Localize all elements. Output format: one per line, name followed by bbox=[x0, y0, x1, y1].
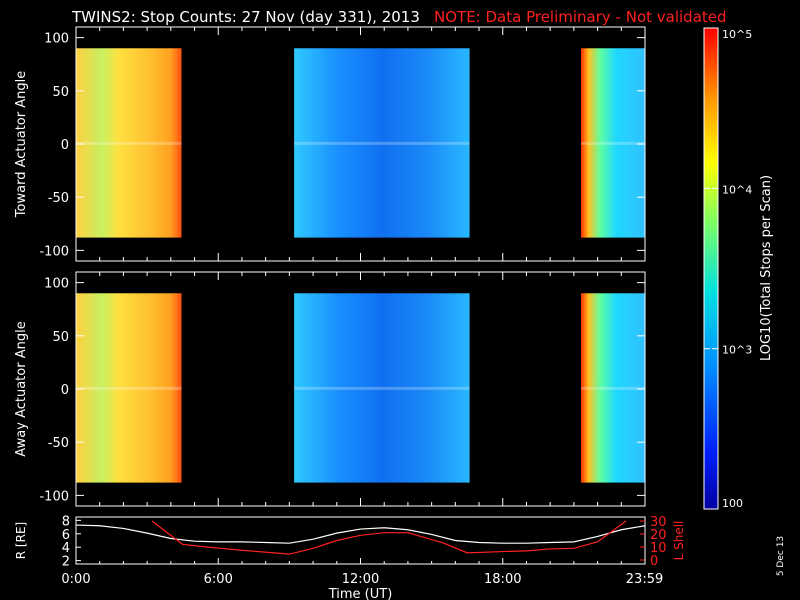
right-y-tick-label: 30 bbox=[650, 515, 667, 530]
orbit-frame bbox=[75, 516, 646, 565]
left-y-tick-label: 8 bbox=[62, 514, 70, 529]
colorbar-tick-label: 10^3 bbox=[722, 344, 752, 357]
y-tick-label: 0 bbox=[61, 383, 69, 398]
right-y-tick-label: 10 bbox=[650, 541, 667, 556]
series-l-shell bbox=[151, 520, 627, 555]
right-y-tick-label: 20 bbox=[650, 528, 667, 543]
heatmap-segment-2 bbox=[294, 293, 470, 483]
zero-angle-band bbox=[76, 141, 182, 145]
colorbar-label: LOG10(Total Stops per Scan) bbox=[759, 175, 774, 361]
figure-title: TWINS2: Stop Counts: 27 Nov (day 331), 2… bbox=[71, 8, 420, 26]
left-y-tick-label: 4 bbox=[62, 541, 70, 556]
colorbar-tick-label: 10^4 bbox=[722, 183, 752, 196]
date-stamp: 5 Dec 13 bbox=[776, 536, 786, 576]
heatmap-segment-3 bbox=[580, 48, 645, 238]
y-tick-label: 0 bbox=[61, 138, 69, 153]
zero-angle-band bbox=[580, 386, 645, 390]
zero-angle-band bbox=[294, 141, 470, 145]
y-tick-label: 100 bbox=[44, 277, 69, 292]
zero-angle-band bbox=[580, 141, 645, 145]
y-tick-label: -50 bbox=[48, 191, 69, 206]
preliminary-note: NOTE: Data Preliminary - Not validated bbox=[434, 8, 727, 26]
x-tick-label: 12:00 bbox=[342, 572, 379, 587]
away-panel: 100 50 0 -50 -100 Away Actuator Angle bbox=[14, 271, 646, 507]
colorbar-ticks: 10^5 10^4 10^3 100 bbox=[704, 27, 752, 510]
left-y-tick-label: 2 bbox=[62, 555, 70, 570]
colorbar-tick-label: 100 bbox=[722, 497, 743, 510]
series-r bbox=[76, 524, 645, 544]
x-axis-label: Time (UT) bbox=[328, 587, 393, 600]
colorbar: 10^5 10^4 10^3 100 LOG10(Total Stops per Sc… bbox=[703, 27, 774, 510]
toward-panel: 100 50 0 -50 -100 Toward Actuator Angle bbox=[14, 26, 646, 262]
right-y-tick-label: 0 bbox=[650, 554, 658, 569]
y-tick-label: 100 bbox=[44, 32, 69, 47]
colorbar-tick-label: 10^5 bbox=[722, 28, 752, 41]
y-tick-label: -100 bbox=[39, 244, 69, 259]
y-tick-label: 50 bbox=[52, 85, 69, 100]
heatmap-segment-1 bbox=[76, 48, 182, 238]
y-axis-label: Away Actuator Angle bbox=[14, 321, 29, 456]
zero-angle-band bbox=[76, 386, 182, 390]
y-tick-label: 50 bbox=[52, 330, 69, 345]
heatmap-segment-1 bbox=[76, 293, 182, 483]
left-y-tick-label: 6 bbox=[62, 528, 70, 543]
x-tick-label: 18:00 bbox=[484, 572, 521, 587]
x-tick-label: 6:00 bbox=[204, 572, 233, 587]
y-tick-label: -100 bbox=[39, 489, 69, 504]
zero-angle-band bbox=[294, 386, 470, 390]
left-y-axis-label: R [RE] bbox=[14, 522, 28, 559]
right-y-axis-label: L Shell bbox=[672, 521, 686, 561]
heatmap-segment-3 bbox=[580, 293, 645, 483]
heatmap-segment-2 bbox=[294, 48, 470, 238]
x-tick-label: 0:00 bbox=[61, 572, 90, 587]
colorbar-gradient bbox=[703, 27, 719, 510]
y-axis-label: Toward Actuator Angle bbox=[14, 71, 29, 218]
y-tick-label: -50 bbox=[48, 436, 69, 451]
x-tick-label: 23:59 bbox=[626, 572, 663, 587]
